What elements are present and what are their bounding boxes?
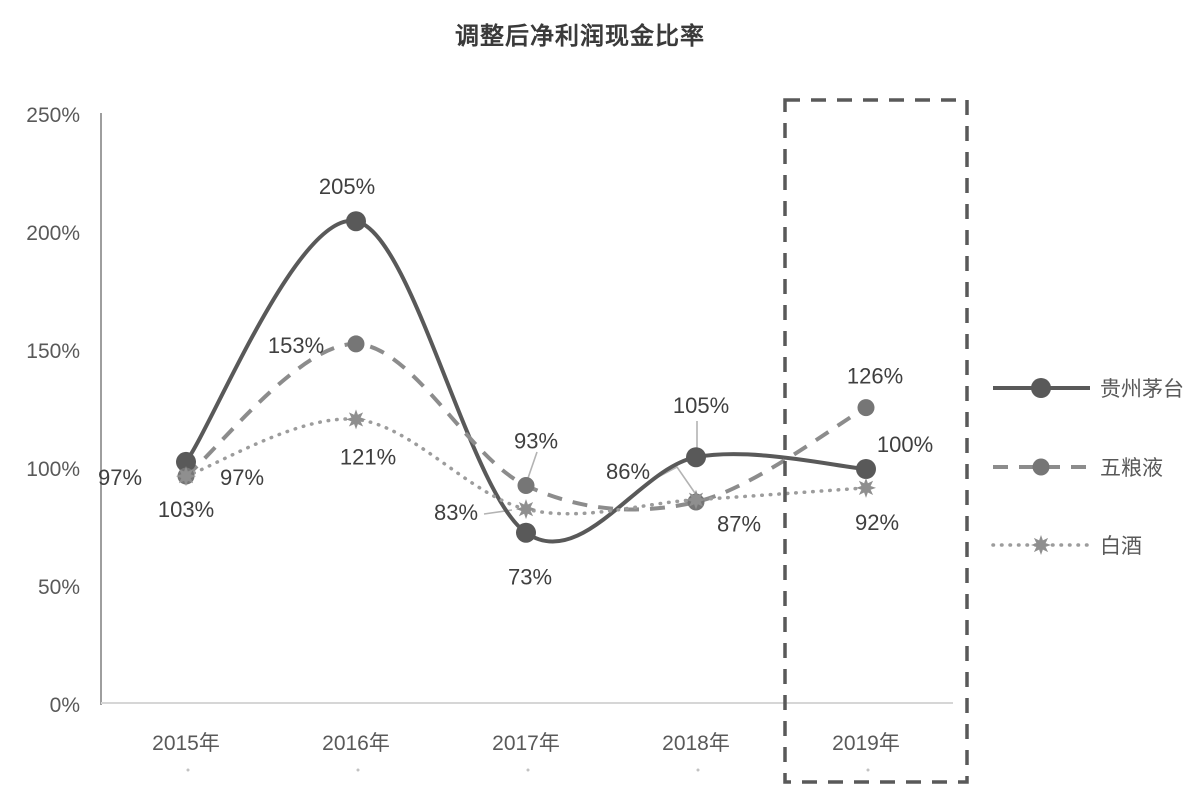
- data-point-label: 105%: [673, 393, 729, 418]
- data-point-label: 205%: [319, 174, 375, 199]
- series-line-五粮液: [184, 341, 867, 512]
- data-point-marker-贵州茅台: [856, 459, 876, 479]
- chart-title: 调整后净利润现金比率: [455, 23, 705, 50]
- x-axis-tick-label: 2016年: [322, 732, 390, 755]
- y-axis-tick-label: 100%: [26, 458, 80, 481]
- data-label-leader-line: [526, 451, 538, 482]
- data-point-marker-白酒: [516, 499, 536, 520]
- y-axis-tick-label: 0%: [50, 694, 80, 717]
- x-axis-tick-label: 2017年: [492, 732, 560, 755]
- x-axis-minor-dot: [696, 768, 700, 772]
- data-point-label: 73%: [508, 565, 552, 590]
- y-axis-tick-label: 250%: [26, 104, 80, 127]
- x-axis-minor-dot: [356, 768, 360, 772]
- data-point-label: 100%: [877, 432, 933, 457]
- data-point-marker-贵州茅台: [686, 447, 706, 468]
- data-point-marker-白酒: [856, 477, 876, 498]
- highlight-dashed-box: [783, 98, 969, 784]
- data-point-label: 93%: [514, 429, 558, 454]
- data-point-marker-五粮液: [857, 399, 875, 417]
- data-point-marker-五粮液: [517, 477, 535, 495]
- x-axis-minor-dot: [526, 768, 530, 772]
- data-point-label: 126%: [847, 364, 903, 389]
- series-line-贵州茅台: [184, 219, 867, 544]
- data-point-marker-贵州茅台: [516, 522, 536, 543]
- data-point-marker-贵州茅台: [346, 211, 366, 232]
- data-point-label: 121%: [340, 444, 396, 469]
- data-point-marker-白酒: [176, 466, 196, 487]
- legend-label: 白酒: [1100, 535, 1142, 558]
- y-axis-tick-label: 200%: [26, 222, 80, 245]
- x-axis-minor-dot: [866, 768, 870, 772]
- x-axis-tick-label: 2019年: [832, 732, 900, 755]
- legend-marker: [1031, 535, 1051, 555]
- data-point-marker-白酒: [346, 409, 366, 430]
- data-point-label: 97%: [98, 465, 142, 490]
- x-axis-tick-label: 2015年: [152, 732, 220, 755]
- legend-label: 贵州茅台: [1100, 378, 1184, 401]
- x-axis-minor-dot: [186, 768, 190, 772]
- data-point-marker-白酒: [686, 489, 706, 510]
- legend-marker: [1031, 378, 1051, 398]
- data-point-label: 83%: [434, 500, 478, 525]
- legend-marker: [1032, 458, 1050, 476]
- y-axis-tick-label: 50%: [38, 576, 80, 599]
- x-axis-tick-label: 2018年: [662, 732, 730, 755]
- data-point-label: 97%: [220, 465, 264, 490]
- data-point-label: 86%: [606, 459, 650, 484]
- data-point-marker-贵州茅台: [176, 451, 196, 472]
- data-point-label: 92%: [855, 510, 899, 535]
- y-axis-tick-label: 150%: [26, 340, 80, 363]
- data-point-label: 103%: [158, 497, 214, 522]
- legend-label: 五粮液: [1100, 457, 1163, 480]
- data-point-marker-五粮液: [347, 335, 365, 353]
- data-point-label: 153%: [268, 333, 324, 358]
- data-point-label: 87%: [717, 512, 761, 537]
